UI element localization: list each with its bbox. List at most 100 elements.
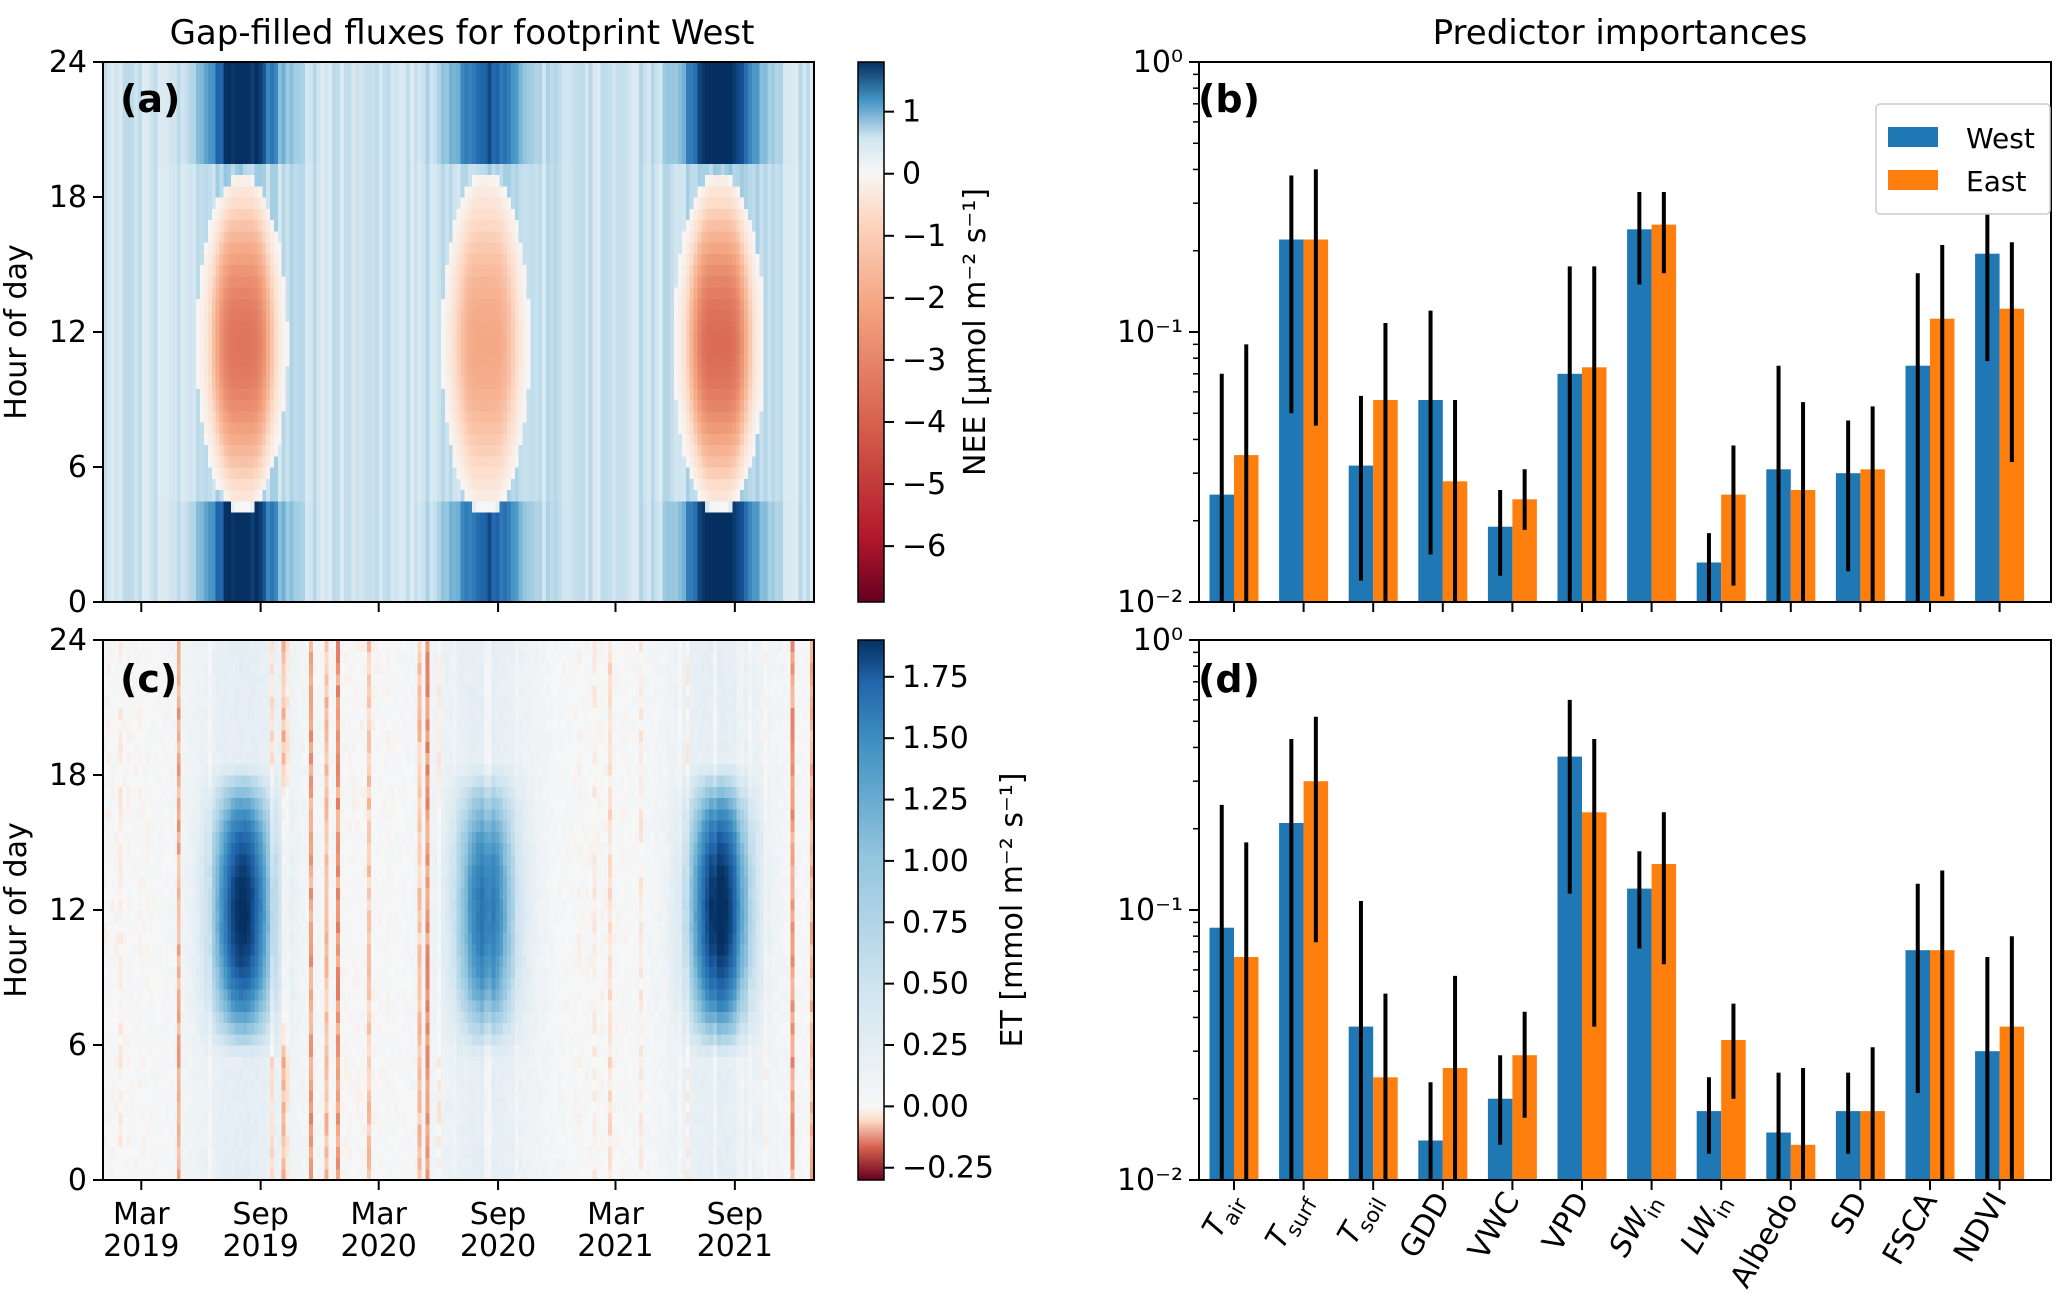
heatmap-cell	[188, 253, 193, 266]
heatmap-cell	[270, 332, 275, 344]
heatmap-cell	[320, 73, 325, 86]
heatmap-cell	[347, 523, 353, 536]
heatmap-cell	[487, 444, 492, 457]
heatmap-cell	[491, 298, 496, 311]
heatmap-cell	[487, 107, 492, 119]
heatmap-cell	[472, 422, 477, 434]
heatmap-cell	[188, 489, 193, 502]
heatmap-cell	[134, 174, 139, 187]
heatmap-cell	[130, 455, 135, 468]
heatmap-cell	[258, 579, 263, 592]
heatmap-cell	[402, 433, 407, 446]
heatmap-cell	[250, 489, 255, 502]
heatmap-cell	[262, 185, 267, 198]
heatmap-cell	[145, 298, 151, 311]
heatmap-cell	[103, 253, 108, 266]
heatmap-cell	[355, 388, 360, 401]
heatmap-cell	[448, 185, 454, 198]
heatmap-cell	[211, 107, 217, 119]
heatmap-cell	[312, 129, 318, 142]
heatmap-cell	[145, 62, 151, 74]
heatmap-cell	[172, 320, 178, 333]
heatmap-cell	[242, 84, 248, 97]
heatmap-cell	[289, 107, 294, 119]
heatmap-cell	[145, 140, 151, 153]
heatmap-cell	[437, 534, 442, 547]
heatmap-cell	[281, 298, 287, 311]
heatmap-cell	[499, 73, 504, 86]
heatmap-cell	[406, 163, 411, 176]
heatmap-cell	[320, 118, 325, 131]
heatmap-cell	[293, 95, 298, 108]
heatmap-cell	[239, 410, 244, 423]
heatmap-cell	[491, 444, 496, 457]
heatmap-cell	[409, 422, 415, 434]
heatmap-cell	[196, 467, 201, 479]
heatmap-cell	[239, 230, 244, 243]
heatmap-cell	[452, 320, 458, 333]
heatmap-cell	[277, 152, 283, 164]
heatmap-cell	[277, 242, 283, 254]
heatmap-cell	[184, 444, 189, 457]
heatmap-cell	[340, 332, 345, 344]
heatmap-cell	[239, 500, 244, 513]
heatmap-cell	[483, 320, 489, 333]
heatmap-cell	[130, 163, 135, 176]
heatmap-cell	[491, 73, 496, 86]
heatmap-cell	[468, 73, 473, 86]
heatmap-cell	[328, 500, 333, 513]
heatmap-cell	[308, 545, 314, 558]
heatmap-cell	[254, 568, 259, 581]
heatmap-cell	[487, 512, 492, 524]
heatmap-cell	[169, 140, 174, 153]
heatmap-cell	[141, 197, 147, 209]
heatmap-cell	[114, 467, 120, 479]
heatmap-cell	[472, 410, 477, 423]
heatmap-cell	[161, 84, 166, 97]
heatmap-cell	[336, 410, 341, 423]
heatmap-cell	[161, 579, 166, 592]
heatmap-cell	[316, 152, 322, 164]
heatmap-cell	[320, 512, 325, 524]
heatmap-cell	[355, 444, 360, 457]
heatmap-cell	[297, 500, 302, 513]
heatmap-cell	[172, 354, 178, 367]
heatmap-cell	[452, 579, 458, 592]
heatmap-cell	[138, 309, 143, 322]
heatmap-cell	[499, 489, 504, 502]
heatmap-cell	[172, 264, 178, 277]
heatmap-cell	[215, 467, 221, 479]
heatmap-cell	[223, 298, 228, 311]
heatmap-cell	[324, 275, 329, 288]
heatmap-cell	[483, 410, 489, 423]
heatmap-cell	[227, 433, 232, 446]
heatmap-cell	[103, 579, 108, 592]
heatmap-cell	[316, 197, 322, 209]
heatmap-cell	[153, 332, 158, 344]
heatmap-cell	[266, 343, 271, 356]
heatmap-cell	[103, 208, 108, 221]
heatmap-cell	[417, 163, 423, 176]
heatmap-cell	[277, 129, 283, 142]
heatmap-cell	[250, 590, 255, 603]
heatmap-cell	[235, 500, 240, 513]
heatmap-cell	[316, 557, 322, 569]
heatmap-cell	[437, 410, 442, 423]
heatmap-cell	[274, 264, 279, 277]
heatmap-cell	[266, 557, 271, 569]
heatmap-cell	[114, 264, 120, 277]
heatmap-cell	[429, 478, 434, 491]
heatmap-cell	[413, 478, 419, 491]
heatmap-cell	[215, 354, 221, 367]
heatmap-cell	[211, 512, 217, 524]
heatmap-cell	[359, 309, 364, 322]
heatmap-cell	[138, 275, 143, 288]
heatmap-cell	[110, 309, 116, 322]
heatmap-cell	[200, 219, 205, 232]
heatmap-cell	[390, 118, 395, 131]
heatmap-cell	[343, 332, 349, 344]
heatmap-cell	[277, 433, 283, 446]
heatmap-cell	[479, 489, 485, 502]
heatmap-cell	[386, 163, 391, 176]
heatmap-cell	[386, 287, 391, 299]
